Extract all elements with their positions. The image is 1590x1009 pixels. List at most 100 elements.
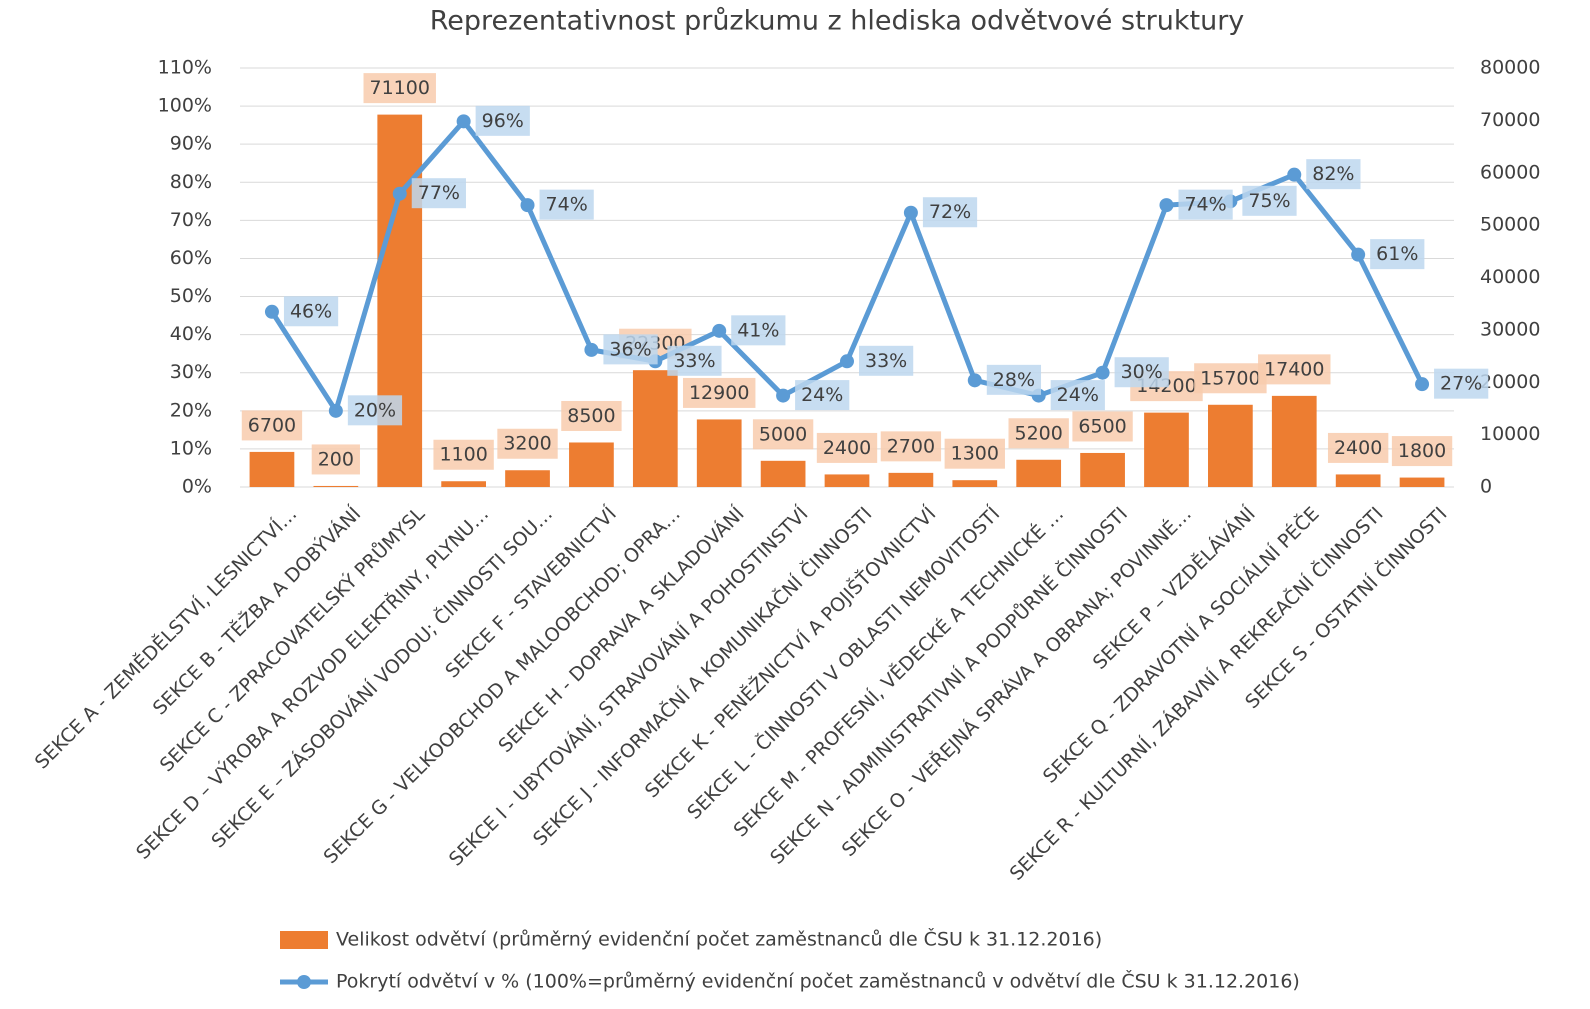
data-label: 24% <box>1057 384 1099 406</box>
data-label-group: 24% <box>1050 380 1105 411</box>
data-label-group: 27% <box>1434 368 1489 399</box>
data-label-group: 1800 <box>1391 436 1453 467</box>
data-label-group: 17400 <box>1258 354 1331 385</box>
bar <box>1016 459 1062 487</box>
data-label-bg <box>603 334 658 365</box>
data-label-bg <box>411 178 466 209</box>
data-label-group: 96% <box>475 105 530 136</box>
legend-label: Velikost odvětví (průměrný evidenční poč… <box>336 927 1102 951</box>
data-label: 5000 <box>759 423 807 445</box>
data-label: 8500 <box>567 405 615 427</box>
bar <box>1208 404 1253 487</box>
data-label: 6700 <box>248 414 296 436</box>
data-label: 2400 <box>1334 437 1382 459</box>
data-label-group: 72% <box>922 197 978 228</box>
data-label-group: 15700 <box>1194 363 1267 394</box>
line-point <box>840 354 854 369</box>
y2-tick-label: 20000 <box>1480 371 1540 393</box>
data-label-bg <box>347 395 403 426</box>
bar <box>1271 395 1317 487</box>
chart-title: Reprezentativnost průzkumu z hlediska od… <box>430 6 1245 37</box>
y-tick-label: 100% <box>158 95 212 117</box>
data-label-bg <box>859 345 914 376</box>
data-label-bg <box>241 410 303 441</box>
data-label-group: 2700 <box>880 431 942 462</box>
line-point <box>456 114 471 129</box>
y-tick-label: 10% <box>170 437 212 459</box>
legend-swatch-marker <box>297 975 311 989</box>
data-label: 27% <box>1440 373 1482 395</box>
data-label-group: 33% <box>859 345 914 376</box>
data-label-bg <box>1391 436 1453 467</box>
y-tick-label: 110% <box>158 57 212 79</box>
line-point <box>903 205 918 220</box>
data-label: 96% <box>482 110 524 132</box>
data-label-group: 36% <box>603 334 658 365</box>
line-point <box>392 186 407 201</box>
data-label: 77% <box>418 182 460 204</box>
bar <box>249 451 295 487</box>
legend-swatch <box>280 931 328 949</box>
data-label: 5200 <box>1015 422 1063 444</box>
data-label-group: 46% <box>283 296 339 327</box>
y2-tick-label: 40000 <box>1480 266 1540 288</box>
data-label: 12900 <box>689 382 749 404</box>
y2-tick-label: 60000 <box>1480 161 1540 183</box>
data-label-bg <box>1306 159 1361 190</box>
data-label: 72% <box>929 201 971 223</box>
bar <box>313 485 359 487</box>
bar <box>505 470 550 487</box>
data-label: 61% <box>1376 243 1418 265</box>
data-label-group: 30% <box>1114 357 1169 388</box>
data-label-bg <box>752 419 814 450</box>
y2-tick-label: 50000 <box>1480 214 1540 236</box>
data-label-group: 41% <box>731 315 786 346</box>
data-label: 1800 <box>1398 440 1446 462</box>
data-label-group: 5200 <box>1008 418 1069 449</box>
data-label-group: 2400 <box>816 432 878 463</box>
data-label: 75% <box>1248 190 1290 212</box>
data-label-bg <box>880 431 942 462</box>
data-label-group: 28% <box>986 364 1042 395</box>
bar <box>1080 452 1125 487</box>
data-label-bg <box>1258 354 1331 385</box>
bar <box>377 114 423 488</box>
data-label-group: 33% <box>667 345 722 376</box>
data-label: 3200 <box>503 433 551 455</box>
data-label: 1300 <box>951 443 999 465</box>
y-tick-label: 30% <box>170 361 212 383</box>
y2-tick-label: 30000 <box>1480 318 1540 340</box>
data-label-bg <box>1072 411 1133 442</box>
data-label-bg <box>475 105 530 136</box>
data-label-bg <box>731 315 786 346</box>
data-label-group: 82% <box>1306 159 1361 190</box>
y-tick-label: 50% <box>170 285 212 307</box>
data-label: 200 <box>318 448 354 470</box>
data-label: 2400 <box>823 437 871 459</box>
data-label: 20% <box>354 399 396 421</box>
data-label-group: 200 <box>311 444 360 475</box>
data-label-group: 6700 <box>241 410 303 441</box>
data-label: 82% <box>1312 163 1354 185</box>
legend-label: Pokrytí odvětví v % (100%=průměrný evide… <box>336 969 1300 993</box>
y2-tick-label: 0 <box>1480 476 1492 498</box>
data-label-group: 74% <box>539 189 594 220</box>
line-point <box>1351 247 1366 262</box>
line-point <box>1159 198 1174 213</box>
data-label-bg <box>986 364 1042 395</box>
y2-tick-label: 80000 <box>1480 57 1540 79</box>
bar <box>1144 412 1189 487</box>
data-label-bg <box>1178 189 1233 220</box>
data-label: 41% <box>737 319 779 341</box>
data-label-group: 1300 <box>944 438 1005 469</box>
line-point <box>1095 365 1110 380</box>
data-label-group: 8500 <box>561 400 622 431</box>
y2-tick-label: 70000 <box>1480 109 1540 131</box>
bar <box>569 442 614 487</box>
bar <box>441 481 486 487</box>
y-tick-label: 90% <box>170 133 212 155</box>
data-label-bg <box>816 432 878 463</box>
data-label-bg <box>1114 357 1169 388</box>
data-label: 71100 <box>370 77 430 99</box>
data-label: 33% <box>673 350 715 372</box>
